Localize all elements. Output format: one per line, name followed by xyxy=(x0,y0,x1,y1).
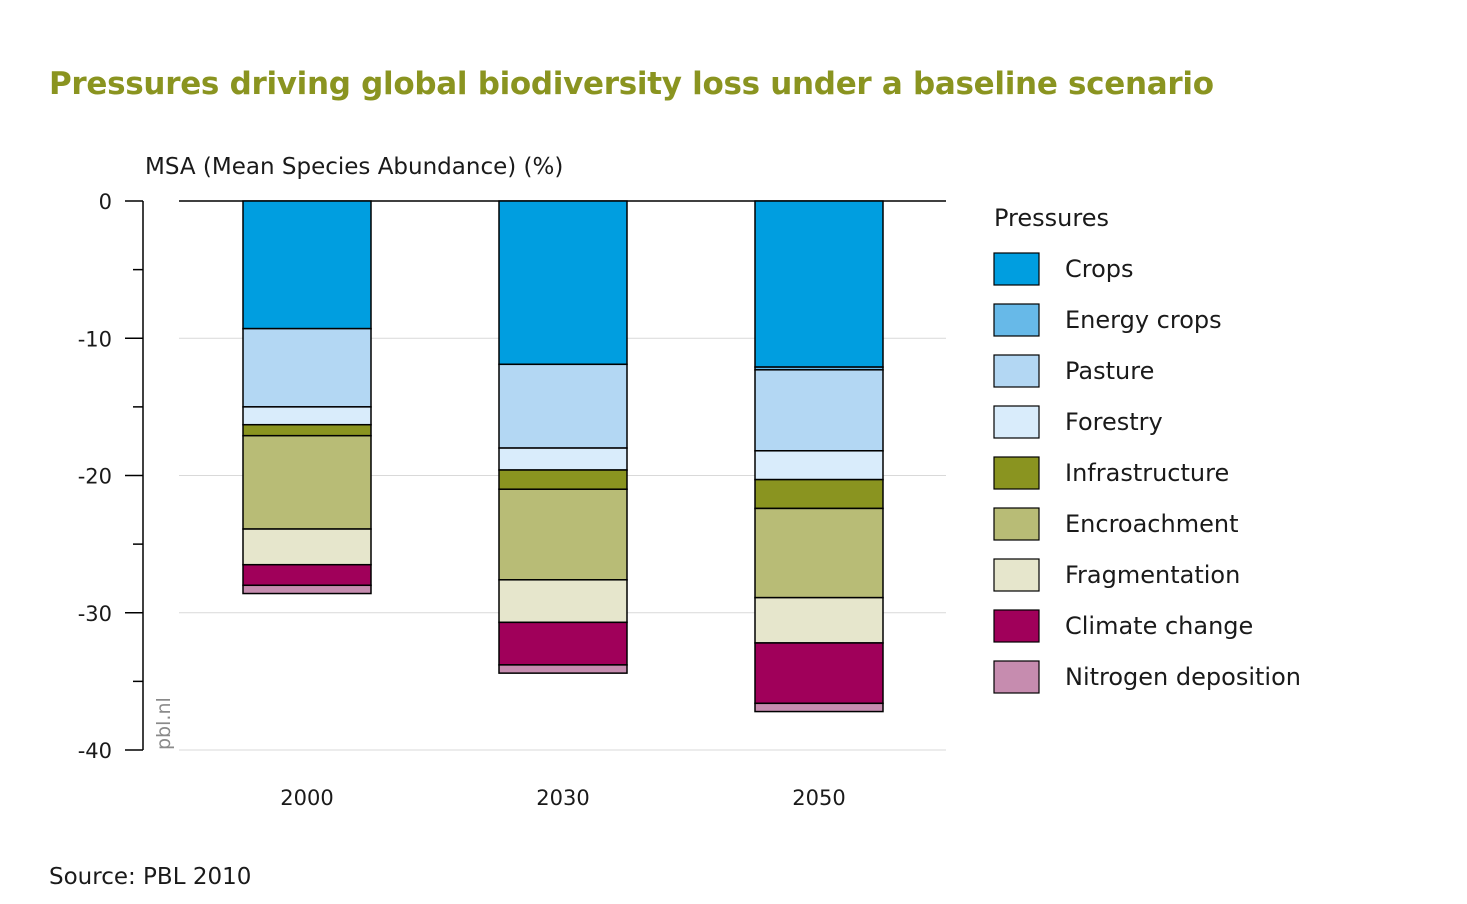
bar-group-2000 xyxy=(242,200,372,595)
bar-2030-forestry xyxy=(498,447,628,471)
bar-2000-forestry xyxy=(242,406,372,426)
bar-2030-infrastructure xyxy=(498,469,628,490)
bar-2030-encroachment xyxy=(498,488,628,581)
legend-label-pasture: Pasture xyxy=(1065,357,1154,385)
legend-swatch-pasture xyxy=(993,354,1040,388)
bar-2030-climate-change xyxy=(498,621,628,666)
x-axis-ticks: 2000 2030 2050 xyxy=(280,786,845,810)
source-note: Source: PBL 2010 xyxy=(49,864,252,890)
bar-2000-fragmentation xyxy=(242,528,372,566)
x-tick-label-2000: 2000 xyxy=(280,786,333,810)
legend-label-nitrogen-deposition: Nitrogen deposition xyxy=(1065,663,1301,691)
y-tick-label-3: -30 xyxy=(78,602,112,626)
legend-swatch-fragmentation xyxy=(993,558,1040,592)
legend-label-crops: Crops xyxy=(1065,255,1134,283)
bar-group-2030 xyxy=(498,200,628,674)
y-tick-label-1: -10 xyxy=(78,327,112,351)
bars xyxy=(242,200,884,713)
bar-2030-fragmentation xyxy=(498,579,628,624)
legend-swatch-nitrogen-deposition xyxy=(993,660,1040,694)
y-tick-label-0: 0 xyxy=(99,190,112,214)
bar-2050-pasture xyxy=(754,369,884,452)
legend-swatch-encroachment xyxy=(993,507,1040,541)
bar-2050-fragmentation xyxy=(754,596,884,644)
legend-title: Pressures xyxy=(994,204,1109,232)
legend-label-encroachment: Encroachment xyxy=(1065,510,1238,538)
bar-2050-crops xyxy=(754,200,884,368)
legend-label-climate-change: Climate change xyxy=(1065,612,1253,640)
legend-swatch-energy-crops xyxy=(993,303,1040,337)
bar-2030-pasture xyxy=(498,363,628,449)
bar-2000-climate-change xyxy=(242,563,372,587)
bar-2030-crops xyxy=(498,200,628,366)
bar-2000-nitrogen-deposition xyxy=(242,584,372,595)
bar-2050-nitrogen-deposition xyxy=(754,702,884,713)
legend-swatch-crops xyxy=(993,252,1040,286)
x-tick-label-2050: 2050 xyxy=(792,786,845,810)
legend-swatch-forestry xyxy=(993,405,1040,439)
legend-swatch-climate-change xyxy=(993,609,1040,643)
bar-2000-encroachment xyxy=(242,434,372,530)
y-tick-label-4: -40 xyxy=(78,739,112,763)
bar-2050-encroachment xyxy=(754,507,884,599)
bar-2000-pasture xyxy=(242,327,372,408)
x-tick-label-2030: 2030 xyxy=(536,786,589,810)
bar-2050-climate-change xyxy=(754,642,884,705)
legend: Pressures Crops Energy crops Pasture Forest… xyxy=(993,204,1301,694)
bar-2030-nitrogen-deposition xyxy=(498,664,628,674)
legend-label-infrastructure: Infrastructure xyxy=(1065,459,1229,487)
bar-2000-crops xyxy=(242,200,372,330)
bar-group-2050 xyxy=(754,200,884,713)
y-tick-label-2: -20 xyxy=(78,465,112,489)
legend-swatch-infrastructure xyxy=(993,456,1040,490)
legend-label-forestry: Forestry xyxy=(1065,408,1163,436)
bar-2000-infrastructure xyxy=(242,423,372,437)
legend-label-fragmentation: Fragmentation xyxy=(1065,561,1240,589)
y-axis: 0 -10 -20 -30 -40 xyxy=(78,190,144,763)
bar-2050-forestry xyxy=(754,450,884,481)
watermark: pbl.nl xyxy=(153,697,175,750)
legend-label-energy-crops: Energy crops xyxy=(1065,306,1222,334)
chart-title: Pressures driving global biodiversity lo… xyxy=(49,66,1214,102)
bar-2050-infrastructure xyxy=(754,478,884,510)
y-axis-label: MSA (Mean Species Abundance) (%) xyxy=(145,154,563,180)
